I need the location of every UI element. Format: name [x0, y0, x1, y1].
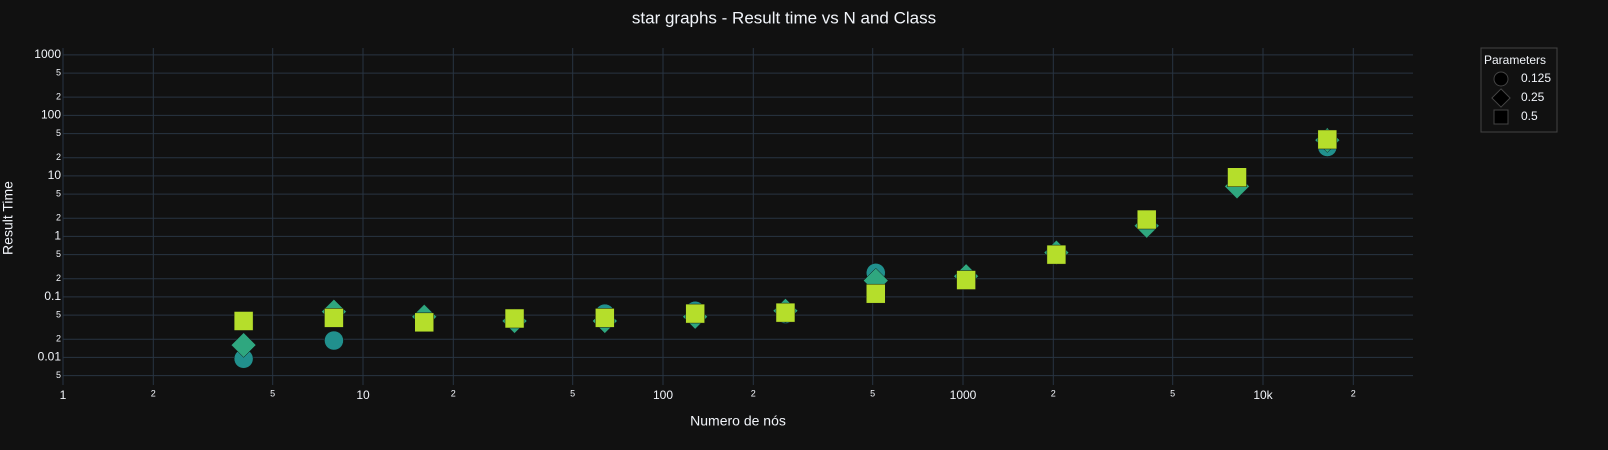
y-tick-label: 0.1 — [44, 289, 61, 303]
point — [233, 311, 254, 331]
y-tick-label: 5 — [56, 249, 61, 259]
point — [414, 312, 434, 333]
y-tick-label: 100 — [41, 108, 61, 122]
point — [956, 270, 976, 290]
x-tick-label: 5 — [870, 388, 875, 398]
legend-label: 0.5 — [1521, 109, 1538, 123]
x-tick-label: 10k — [1253, 388, 1273, 402]
point — [324, 330, 344, 351]
legend-title: Parameters — [1484, 53, 1546, 67]
point — [324, 308, 344, 328]
y-tick-label: 2 — [56, 334, 61, 344]
chart-title: star graphs - Result time vs N and Class — [632, 8, 936, 27]
marks — [230, 127, 1341, 369]
x-tick-label: 5 — [570, 388, 575, 398]
x-tick-label: 2 — [1051, 388, 1056, 398]
y-tick-label: 2 — [56, 92, 61, 102]
legend: Parameters 0.125 0.25 0.5 — [1480, 47, 1558, 133]
y-tick-label: 5 — [56, 188, 61, 198]
point — [1317, 129, 1338, 150]
x-tick-label: 2 — [1351, 388, 1356, 398]
x-tick-label: 2 — [151, 388, 156, 398]
y-tick-label: 0.01 — [38, 350, 62, 364]
y-tick-label: 5 — [56, 128, 61, 138]
y-tick-label: 5 — [56, 67, 61, 77]
legend-symbol — [1491, 88, 1511, 108]
x-tick-label: 100 — [653, 388, 673, 402]
y-tick-label: 1 — [54, 229, 61, 243]
point — [685, 303, 705, 324]
point — [504, 308, 525, 329]
y-tick-label: 2 — [56, 273, 61, 283]
y-tick-label: 2 — [56, 152, 61, 162]
x-tick-label: 10 — [356, 388, 370, 402]
x-axis-title: Numero de nós — [690, 413, 786, 429]
point — [775, 302, 796, 323]
point — [230, 332, 257, 358]
x-tick-label: 1 — [60, 388, 67, 402]
x-tick-label: 1000 — [950, 388, 977, 402]
y-axis-title: Result Time — [0, 181, 16, 255]
y-tick-label: 2 — [56, 213, 61, 223]
point — [595, 308, 615, 328]
x-tick-label: 2 — [751, 388, 756, 398]
point — [866, 283, 886, 304]
x-tick-label: 5 — [270, 388, 275, 398]
legend-symbol — [1493, 71, 1509, 87]
point — [1227, 167, 1247, 187]
legend-label: 0.25 — [1521, 90, 1545, 104]
point — [1136, 209, 1157, 230]
y-tick-label: 5 — [56, 370, 61, 380]
x-tick-label: 2 — [451, 388, 456, 398]
legend-label: 0.125 — [1521, 71, 1551, 85]
legend-symbol — [1493, 109, 1509, 125]
grid: 1 2 5 10 2 5 100 2 5 1000 2 5 10k 2 1000 5 2 100 5 2 10 5 2 1 5 2… — [34, 47, 1413, 402]
y-tick-label: 5 — [56, 309, 61, 319]
y-tick-label: 1000 — [34, 47, 61, 61]
y-tick-label: 10 — [48, 168, 62, 182]
x-tick-label: 5 — [1170, 388, 1175, 398]
point — [1046, 244, 1067, 265]
